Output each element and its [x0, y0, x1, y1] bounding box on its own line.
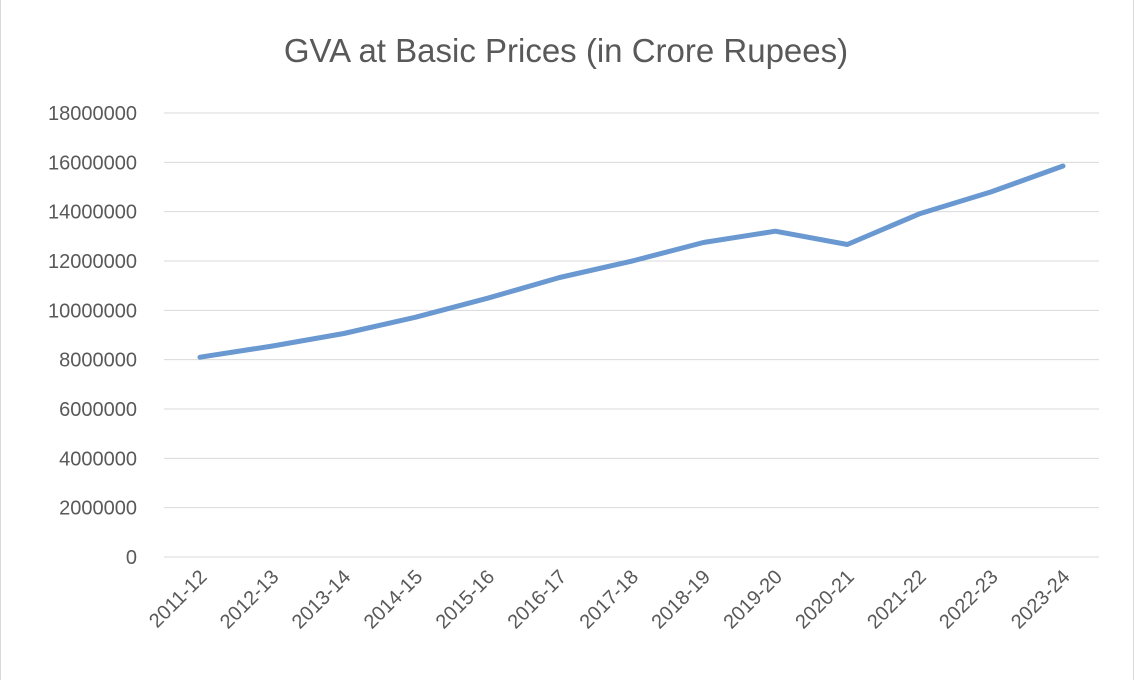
y-tick-label: 10000000: [48, 300, 137, 322]
series-line: [197, 163, 1066, 360]
x-tick-label: 2019-20: [719, 566, 786, 633]
x-tick-label: 2011-12: [145, 566, 211, 632]
x-tick-label: 2020-21: [791, 566, 858, 633]
x-tick-label: 2014-15: [360, 566, 427, 633]
y-tick-label: 14000000: [48, 202, 137, 224]
x-tick-label: 2018-19: [647, 566, 714, 633]
y-tick-label: 8000000: [59, 350, 137, 372]
y-tick-label: 18000000: [48, 103, 137, 125]
y-tick-label: 0: [126, 547, 137, 569]
x-tick-label: 2015-16: [432, 566, 499, 633]
x-tick-label: 2016-17: [504, 566, 571, 633]
y-axis-tick-labels: 0 2000000 4000000 6000000 8000000 10000000 120…: [48, 103, 137, 569]
series-lines: [197, 163, 1066, 360]
gridlines: [164, 112, 1099, 558]
x-tick-label: 2017-18: [576, 566, 643, 633]
x-tick-label: 2021-22: [863, 566, 930, 633]
y-tick-label: 12000000: [48, 251, 137, 273]
x-tick-label: 2012-13: [216, 566, 283, 633]
y-tick-label: 4000000: [59, 448, 137, 470]
y-tick-label: 6000000: [59, 399, 137, 421]
x-tick-label: 2013-14: [288, 566, 355, 633]
chart-title: GVA at Basic Prices (in Crore Rupees): [284, 32, 848, 69]
x-tick-label: 2023-24: [1007, 566, 1074, 633]
x-axis-tick-labels: 2011-12 2012-13 2013-14 2014-15 2015-16 2016-…: [145, 566, 1074, 633]
y-tick-label: 2000000: [59, 498, 137, 520]
y-tick-label: 16000000: [48, 152, 137, 174]
x-tick-label: 2022-23: [935, 566, 1002, 633]
